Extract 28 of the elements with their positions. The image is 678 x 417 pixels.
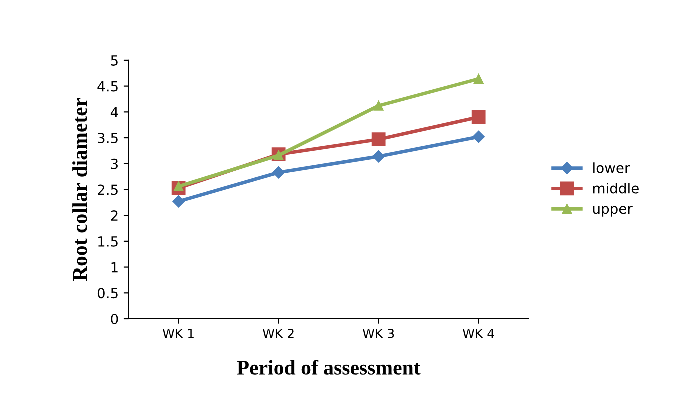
y-tick-label: 0.5 — [98, 288, 118, 299]
x-tick-label: WK 1 — [162, 329, 194, 338]
y-tick-label: 3 — [111, 158, 118, 170]
y-tick-label: 1 — [112, 262, 118, 273]
legend-label: upper — [593, 206, 633, 217]
y-tick-label: 4.5 — [98, 81, 118, 92]
legend-label: lower — [594, 162, 630, 174]
y-tick-label: 3.5 — [98, 132, 118, 144]
point — [374, 101, 384, 111]
point — [472, 110, 486, 124]
point — [272, 166, 285, 179]
point — [172, 196, 185, 208]
y-tick-label: 0 — [111, 314, 118, 324]
y-tick-label: 2 — [111, 210, 118, 221]
x-axis-title: Period of assessment — [237, 360, 421, 375]
point — [372, 150, 385, 163]
y-tick-label: 1.5 — [98, 236, 118, 247]
x-tick-label: WK 4 — [463, 329, 494, 338]
x-tick-label: WK 3 — [363, 328, 394, 338]
y-tick-label: 4 — [110, 107, 118, 118]
point — [474, 74, 484, 84]
x-tick-label: WK 2 — [263, 328, 294, 338]
legend-label: middle — [593, 183, 639, 194]
y-tick-label: 2.5 — [98, 184, 118, 196]
point — [472, 130, 485, 144]
point — [372, 132, 386, 147]
y-tick-label: 5 — [111, 56, 118, 66]
y-axis-title: Root collar diameter — [72, 98, 88, 282]
